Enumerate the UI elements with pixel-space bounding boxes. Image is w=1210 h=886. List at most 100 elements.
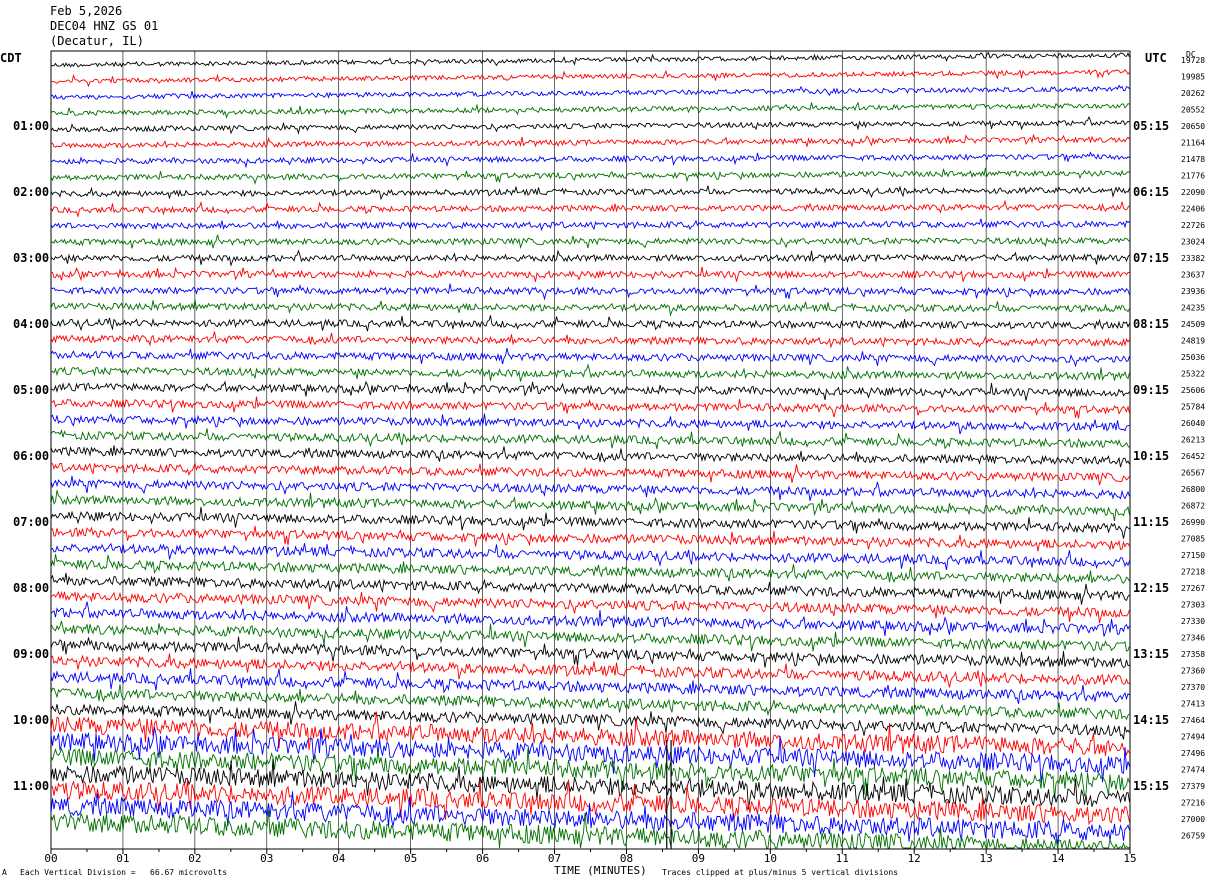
dc-offset-label: 23024 bbox=[1181, 238, 1205, 247]
seismic-trace bbox=[50, 218, 1130, 232]
dc-offset-label: 26452 bbox=[1181, 452, 1205, 461]
seismic-trace bbox=[50, 554, 1130, 584]
dc-offset-label: 25784 bbox=[1181, 403, 1205, 412]
x-tick-label: 02 bbox=[188, 852, 201, 865]
dc-offset-label: 21164 bbox=[1181, 139, 1205, 148]
x-tick-label: 11 bbox=[836, 852, 849, 865]
dc-offset-label: 22406 bbox=[1181, 205, 1205, 214]
dc-column-title: DC bbox=[1186, 50, 1196, 59]
right-hour-label: 09:15 bbox=[1133, 383, 1169, 397]
scale-note: Each Vertical Division = 66.67 microvolt… bbox=[20, 868, 228, 877]
dc-offset-label: 19985 bbox=[1181, 73, 1205, 82]
dc-offset-label: 23936 bbox=[1181, 287, 1205, 296]
dc-offset-label: 26040 bbox=[1181, 419, 1205, 428]
x-tick-label: 01 bbox=[116, 852, 129, 865]
x-tick-label: 15 bbox=[1123, 852, 1136, 865]
dc-offset-label: 27474 bbox=[1181, 766, 1205, 775]
x-tick-label: 12 bbox=[908, 852, 921, 865]
station-label: DEC04 HNZ GS 01 bbox=[50, 19, 159, 33]
dc-offset-label: 25036 bbox=[1181, 353, 1205, 362]
dc-offset-label: 24509 bbox=[1181, 320, 1205, 329]
seismic-trace bbox=[50, 428, 1130, 450]
dc-offset-label: 27267 bbox=[1181, 584, 1205, 593]
dc-offset-label: 21776 bbox=[1181, 172, 1205, 181]
left-hour-label: 11:00 bbox=[13, 779, 49, 793]
dc-offset-label: 27346 bbox=[1181, 634, 1205, 643]
x-tick-label: 05 bbox=[404, 852, 417, 865]
right-hour-label: 10:15 bbox=[1133, 449, 1169, 463]
seismic-trace bbox=[50, 791, 1130, 844]
dc-offset-label: 27360 bbox=[1181, 667, 1205, 676]
dc-offset-label: 26759 bbox=[1181, 832, 1205, 841]
dc-offset-label: 23382 bbox=[1181, 254, 1205, 263]
dc-offset-label: 25606 bbox=[1181, 386, 1205, 395]
left-hour-label: 06:00 bbox=[13, 449, 49, 463]
seismic-trace bbox=[50, 636, 1130, 669]
left-axis-title: CDT bbox=[0, 51, 22, 65]
dc-offset-label: 27370 bbox=[1181, 683, 1205, 692]
dc-offset-label: 27085 bbox=[1181, 535, 1205, 544]
seismic-trace bbox=[50, 51, 1130, 68]
seismic-trace bbox=[50, 151, 1130, 169]
seismic-trace bbox=[50, 347, 1130, 368]
seismic-trace bbox=[50, 506, 1130, 539]
dc-offset-label: 27379 bbox=[1181, 782, 1205, 791]
seismic-trace bbox=[50, 542, 1130, 570]
seismic-trace bbox=[50, 101, 1130, 119]
seismic-trace bbox=[50, 747, 1130, 799]
clip-note: Traces clipped at plus/minus 5 vertical … bbox=[662, 868, 899, 877]
x-tick-label: 13 bbox=[980, 852, 993, 865]
right-hour-label: 07:15 bbox=[1133, 251, 1169, 265]
seismic-trace bbox=[50, 331, 1130, 349]
seismic-trace bbox=[50, 572, 1130, 605]
x-tick-label: 10 bbox=[764, 852, 777, 865]
seismic-trace bbox=[50, 363, 1130, 382]
left-hour-label: 09:00 bbox=[13, 647, 49, 661]
right-hour-label: 15:15 bbox=[1133, 779, 1169, 793]
dc-offset-label: 26567 bbox=[1181, 469, 1205, 478]
dc-offset-label: 24235 bbox=[1181, 304, 1205, 313]
right-hour-label: 12:15 bbox=[1133, 581, 1169, 595]
right-hour-label: 14:15 bbox=[1133, 713, 1169, 727]
seismic-trace bbox=[50, 525, 1130, 552]
dc-offset-label: 22726 bbox=[1181, 221, 1205, 230]
x-tick-label: 08 bbox=[620, 852, 633, 865]
dc-offset-label: 27000 bbox=[1181, 815, 1205, 824]
dc-offset-label: 27218 bbox=[1181, 568, 1205, 577]
dc-offset-label: 26213 bbox=[1181, 436, 1205, 445]
chart-date: Feb 5,2026 bbox=[50, 4, 123, 18]
dc-offset-label: 21478 bbox=[1181, 155, 1205, 164]
seismic-trace bbox=[50, 380, 1130, 401]
seismic-trace bbox=[50, 167, 1130, 185]
dc-offset-label: 27330 bbox=[1181, 617, 1205, 626]
left-hour-label: 01:00 bbox=[13, 119, 49, 133]
x-tick-label: 06 bbox=[476, 852, 489, 865]
dc-offset-label: 26872 bbox=[1181, 502, 1205, 511]
seismic-trace bbox=[50, 234, 1130, 249]
left-hour-label: 04:00 bbox=[13, 317, 49, 331]
dc-offset-label: 26800 bbox=[1181, 485, 1205, 494]
dc-offset-label: 27464 bbox=[1181, 716, 1205, 725]
left-hour-label: 03:00 bbox=[13, 251, 49, 265]
dc-offset-label: 20552 bbox=[1181, 106, 1205, 115]
seismic-trace bbox=[50, 445, 1130, 468]
left-hour-label: 05:00 bbox=[13, 383, 49, 397]
right-hour-label: 05:15 bbox=[1133, 119, 1169, 133]
dc-offset-label: 24819 bbox=[1181, 337, 1205, 346]
dc-offset-label: 27303 bbox=[1181, 601, 1205, 610]
left-hour-label: 08:00 bbox=[13, 581, 49, 595]
x-tick-label: 09 bbox=[692, 852, 705, 865]
seismic-trace bbox=[50, 601, 1130, 637]
footer-mark: A bbox=[2, 868, 7, 877]
dc-offset-label: 27494 bbox=[1181, 733, 1205, 742]
seismic-trace bbox=[50, 490, 1130, 522]
left-hour-label: 02:00 bbox=[13, 185, 49, 199]
seismic-trace bbox=[50, 620, 1130, 652]
seismic-trace bbox=[50, 396, 1130, 419]
x-tick-label: 04 bbox=[332, 852, 346, 865]
dc-offset-label: 19728 bbox=[1181, 56, 1205, 65]
left-hour-label: 10:00 bbox=[13, 713, 49, 727]
dc-offset-label: 26990 bbox=[1181, 518, 1205, 527]
right-hour-label: 08:15 bbox=[1133, 317, 1169, 331]
